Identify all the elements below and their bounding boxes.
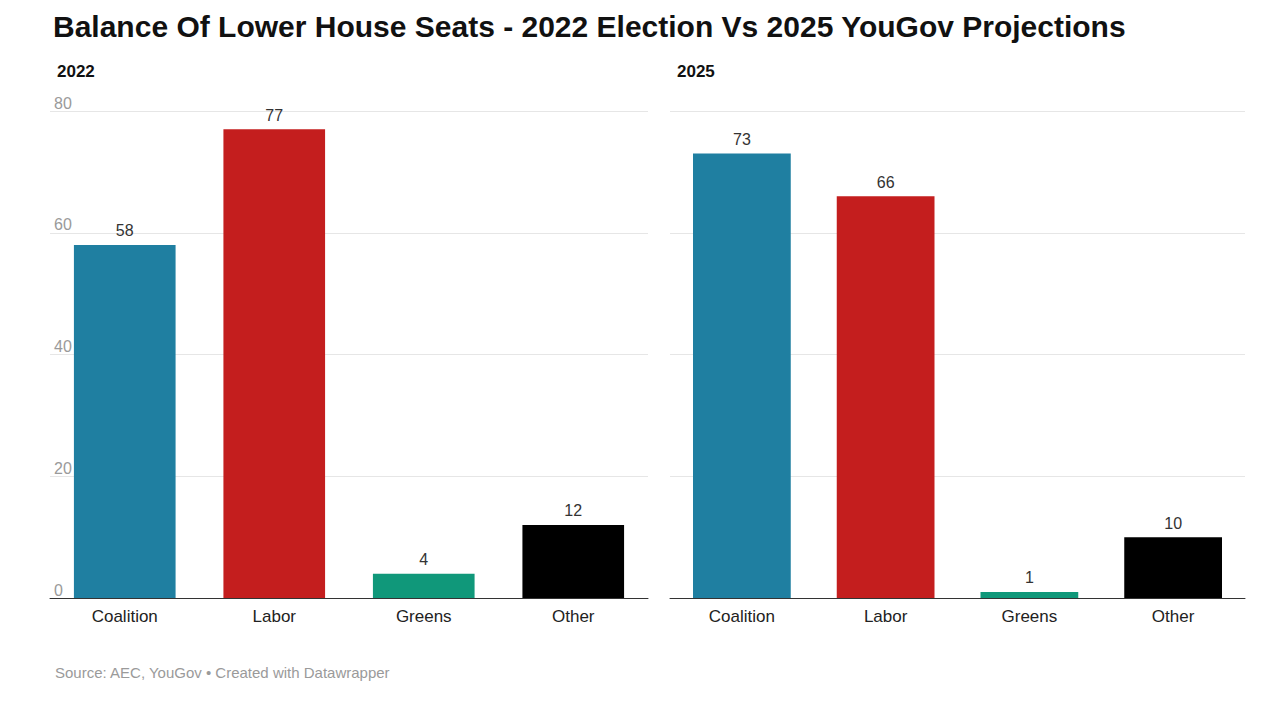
svg-text:20: 20 xyxy=(54,460,72,477)
svg-text:66: 66 xyxy=(877,174,895,191)
svg-text:4: 4 xyxy=(419,551,428,568)
svg-text:2025: 2025 xyxy=(677,62,715,81)
svg-text:60: 60 xyxy=(54,216,72,233)
svg-text:Source: AEC, YouGov • Created: Source: AEC, YouGov • Created with Dataw… xyxy=(55,664,390,681)
svg-text:80: 80 xyxy=(54,95,72,112)
svg-text:Coalition: Coalition xyxy=(709,607,775,626)
svg-text:Other: Other xyxy=(552,607,595,626)
svg-text:2022: 2022 xyxy=(57,62,95,81)
svg-text:Balance Of Lower House Seats -: Balance Of Lower House Seats - 2022 Elec… xyxy=(53,10,1126,43)
svg-text:Labor: Labor xyxy=(864,607,908,626)
svg-text:40: 40 xyxy=(54,338,72,355)
svg-text:0: 0 xyxy=(54,582,63,599)
svg-text:77: 77 xyxy=(265,107,283,124)
svg-text:Greens: Greens xyxy=(396,607,452,626)
svg-text:58: 58 xyxy=(116,222,134,239)
svg-text:12: 12 xyxy=(564,502,582,519)
svg-text:Greens: Greens xyxy=(1002,607,1058,626)
svg-text:Other: Other xyxy=(1152,607,1195,626)
svg-text:73: 73 xyxy=(733,131,751,148)
svg-text:Coalition: Coalition xyxy=(92,607,158,626)
svg-text:Labor: Labor xyxy=(253,607,297,626)
svg-text:10: 10 xyxy=(1164,515,1182,532)
svg-text:1: 1 xyxy=(1025,569,1034,586)
